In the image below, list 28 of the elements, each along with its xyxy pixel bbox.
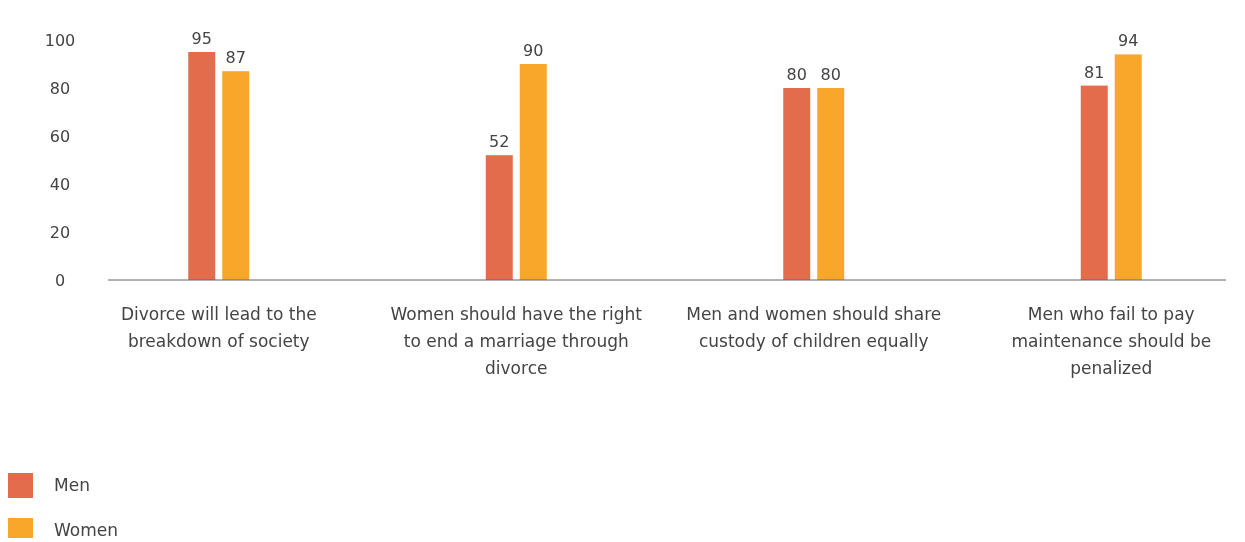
y-tick-label: 100	[44, 30, 76, 50]
x-tick-label: Divorce will lead to the breakdown of society	[120, 304, 317, 351]
bar	[1080, 85, 1108, 280]
y-tick-label: 20	[49, 222, 71, 242]
data-label: 95	[191, 29, 212, 48]
x-tick-label: Men and women should share custody of children equally	[686, 304, 942, 351]
data-label: 52	[489, 132, 510, 152]
y-tick-label: 80	[49, 78, 71, 98]
bar	[222, 71, 250, 280]
bar	[783, 88, 811, 280]
x-tick-label: Men who fail to pay maintenance should be penalized	[1011, 304, 1212, 378]
data-label: 94	[1118, 31, 1139, 51]
y-tick-label: 60	[49, 126, 71, 146]
data-label: 87	[225, 48, 246, 68]
data-label: 80	[820, 65, 841, 84]
bar	[188, 52, 216, 280]
y-tick-label: 40	[49, 174, 71, 194]
data-label: 80	[786, 65, 807, 84]
y-tick-label: 0	[54, 270, 66, 290]
legend-label: Women	[54, 520, 119, 541]
bar	[519, 64, 547, 280]
data-label: 81	[1084, 62, 1105, 82]
bar	[1114, 54, 1142, 280]
legend-label: Men	[54, 475, 90, 496]
bar	[485, 155, 513, 280]
data-label: 90	[523, 41, 544, 60]
x-tick-label: Women should have the right to end a marriage through divorce	[390, 304, 643, 378]
bar	[817, 88, 845, 280]
